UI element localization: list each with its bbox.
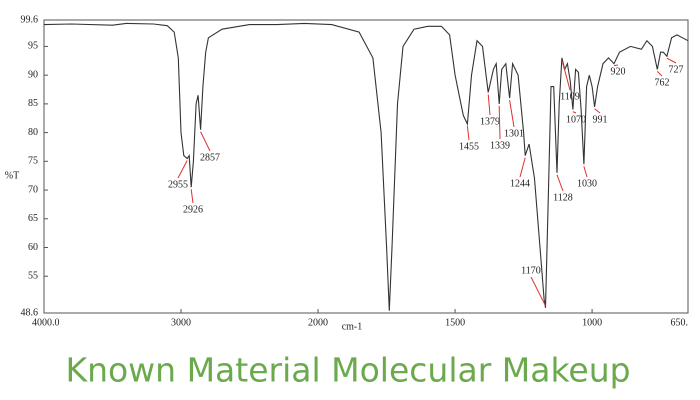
peak-marker bbox=[556, 174, 564, 192]
peak-label: 2926 bbox=[183, 204, 203, 215]
peak-marker bbox=[487, 94, 491, 116]
y-tick-label: 80 bbox=[28, 127, 38, 138]
peak-label: 1070 bbox=[566, 114, 586, 125]
peak-label: 920 bbox=[611, 66, 626, 77]
peak-label: 727 bbox=[669, 64, 684, 75]
peak-marker bbox=[666, 57, 677, 64]
y-tick-label: 55 bbox=[28, 271, 38, 282]
y-tick-label: 65 bbox=[28, 213, 38, 224]
x-tick-label: 1000 bbox=[582, 317, 602, 328]
peak-label: 2857 bbox=[200, 152, 220, 163]
peak-marker bbox=[594, 108, 601, 114]
peak-marker bbox=[561, 60, 571, 91]
x-tick-label: 1500 bbox=[445, 317, 465, 328]
peak-label: 1244 bbox=[510, 178, 530, 189]
peak-label: 1339 bbox=[490, 140, 510, 151]
y-tick-label: 48.6 bbox=[21, 307, 39, 318]
peak-marker bbox=[190, 189, 194, 204]
peak-label: 1170 bbox=[521, 265, 541, 276]
peak-label: 1379 bbox=[480, 116, 500, 127]
peak-label: 1128 bbox=[553, 192, 573, 203]
peak-marker bbox=[200, 131, 211, 152]
y-tick-label: 90 bbox=[28, 69, 38, 80]
peak-marker bbox=[613, 64, 619, 67]
x-tick-label: 2000 bbox=[308, 317, 328, 328]
peak-marker bbox=[572, 111, 577, 114]
y-tick-label: 95 bbox=[28, 41, 38, 52]
y-tick-label: 60 bbox=[28, 242, 38, 253]
x-axis-label: cm-1 bbox=[342, 321, 363, 332]
peak-marker bbox=[656, 71, 663, 77]
peak-marker bbox=[466, 125, 470, 141]
y-tick-label: 85 bbox=[28, 98, 38, 109]
peak-marker bbox=[519, 157, 526, 178]
peak-marker bbox=[177, 160, 188, 179]
chart-title: Known Material Molecular Makeup bbox=[65, 351, 630, 390]
peak-label: 1455 bbox=[459, 141, 479, 152]
peak-label: 991 bbox=[593, 114, 608, 125]
peak-label: 1030 bbox=[577, 178, 597, 189]
peak-marker bbox=[509, 100, 515, 128]
peak-marker bbox=[530, 276, 546, 307]
plot-frame bbox=[43, 19, 689, 314]
y-tick-label: 70 bbox=[28, 184, 38, 195]
x-tick-label: 3000 bbox=[171, 317, 191, 328]
y-tick-label: 99.6 bbox=[21, 14, 39, 25]
peak-label: 2955 bbox=[168, 179, 188, 190]
y-tick-label: 75 bbox=[28, 156, 38, 167]
peak-label: 1301 bbox=[504, 128, 524, 139]
x-tick-label: 4000.0 bbox=[32, 317, 60, 328]
peak-marker bbox=[583, 166, 588, 178]
peak-label: 1109 bbox=[560, 91, 580, 102]
peak-marker bbox=[498, 105, 501, 140]
spectrum-line bbox=[43, 22, 689, 311]
x-tick-label: 650. bbox=[671, 317, 689, 328]
peak-label: 762 bbox=[655, 77, 670, 88]
y-axis-label: %T bbox=[5, 170, 19, 181]
